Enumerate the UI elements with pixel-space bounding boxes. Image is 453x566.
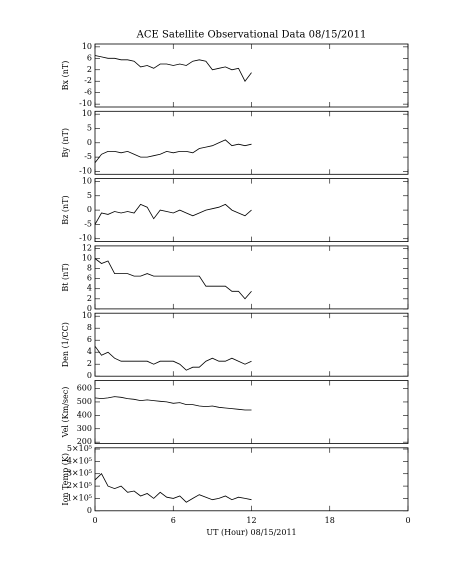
y-tick-label: 5×10⁵ bbox=[67, 444, 92, 453]
y-tick-label: 0 bbox=[87, 304, 92, 313]
data-line bbox=[94, 396, 252, 411]
y-tick-label: 10 bbox=[82, 254, 92, 263]
y-tick-label: 4 bbox=[87, 347, 92, 356]
y-axis-label: Ion Temp (K) bbox=[61, 453, 70, 506]
y-tick-label: 6 bbox=[87, 53, 92, 62]
data-line bbox=[94, 258, 252, 300]
data-line bbox=[94, 203, 252, 225]
x-tick-label: 12 bbox=[246, 516, 256, 525]
plot-frame bbox=[94, 110, 409, 175]
y-tick-label: 12 bbox=[82, 243, 92, 252]
y-tick-label: -10 bbox=[79, 166, 92, 175]
y-tick-label: 300 bbox=[77, 424, 92, 433]
y-tick-label: 10 bbox=[82, 176, 92, 185]
y-tick-label: -5 bbox=[84, 219, 92, 228]
y-tick-label: 5 bbox=[87, 191, 92, 200]
y-axis-label: Bt (nT) bbox=[61, 263, 70, 291]
y-tick-label: 3×10⁵ bbox=[67, 469, 92, 478]
y-tick-label: 10 bbox=[82, 311, 92, 320]
y-tick-label: -2 bbox=[84, 76, 92, 85]
plot-frame bbox=[94, 312, 409, 377]
plot-frame bbox=[94, 380, 409, 444]
x-tick-label: 18 bbox=[325, 516, 335, 525]
y-tick-label: -10 bbox=[79, 234, 92, 243]
y-axis-label: Den (1/CC) bbox=[61, 322, 70, 367]
y-tick-label: 0 bbox=[87, 205, 92, 214]
data-line bbox=[94, 55, 252, 82]
y-tick-label: 0 bbox=[87, 371, 92, 380]
y-tick-label: -6 bbox=[84, 88, 92, 97]
y-tick-label: -10 bbox=[79, 99, 92, 108]
data-line bbox=[94, 345, 252, 371]
y-axis-label: By (nT) bbox=[61, 128, 70, 158]
data-line bbox=[94, 473, 252, 503]
x-tick-label: 6 bbox=[171, 516, 176, 525]
plot-frame bbox=[94, 447, 409, 512]
y-tick-label: 4×10⁵ bbox=[67, 456, 92, 465]
plot-frame bbox=[94, 43, 409, 108]
y-tick-label: 5 bbox=[87, 123, 92, 132]
plot-frame bbox=[94, 245, 409, 310]
y-axis-label: Bz (nT) bbox=[61, 195, 70, 224]
y-tick-label: 2 bbox=[87, 65, 92, 74]
y-tick-label: 0 bbox=[87, 506, 92, 515]
y-tick-label: 0 bbox=[87, 138, 92, 147]
y-tick-label: 2 bbox=[87, 359, 92, 368]
y-tick-label: 2×10⁵ bbox=[67, 481, 92, 490]
y-tick-label: 600 bbox=[77, 384, 92, 393]
x-axis-label: UT (Hour) 08/15/2011 bbox=[206, 528, 296, 537]
x-tick-label: 0 bbox=[92, 516, 97, 525]
chart-title: ACE Satellite Observational Data 08/15/2… bbox=[136, 30, 367, 41]
y-tick-label: 4 bbox=[87, 284, 92, 293]
y-tick-label: 8 bbox=[87, 264, 92, 273]
y-tick-label: 200 bbox=[77, 437, 92, 446]
y-tick-label: 500 bbox=[77, 397, 92, 406]
y-tick-label: 400 bbox=[77, 410, 92, 419]
y-tick-label: 10 bbox=[82, 42, 92, 51]
y-axis-label: Bx (nT) bbox=[61, 61, 70, 91]
y-tick-label: 6 bbox=[87, 274, 92, 283]
x-tick-label: 0 bbox=[405, 516, 410, 525]
data-line bbox=[94, 139, 252, 164]
y-tick-label: -5 bbox=[84, 152, 92, 161]
y-tick-label: 8 bbox=[87, 323, 92, 332]
y-tick-label: 6 bbox=[87, 335, 92, 344]
y-tick-label: 2 bbox=[87, 294, 92, 303]
y-tick-label: 10 bbox=[82, 109, 92, 118]
y-axis-label: Vel (Km/sec) bbox=[61, 387, 70, 439]
y-tick-label: 1×10⁵ bbox=[67, 493, 92, 502]
